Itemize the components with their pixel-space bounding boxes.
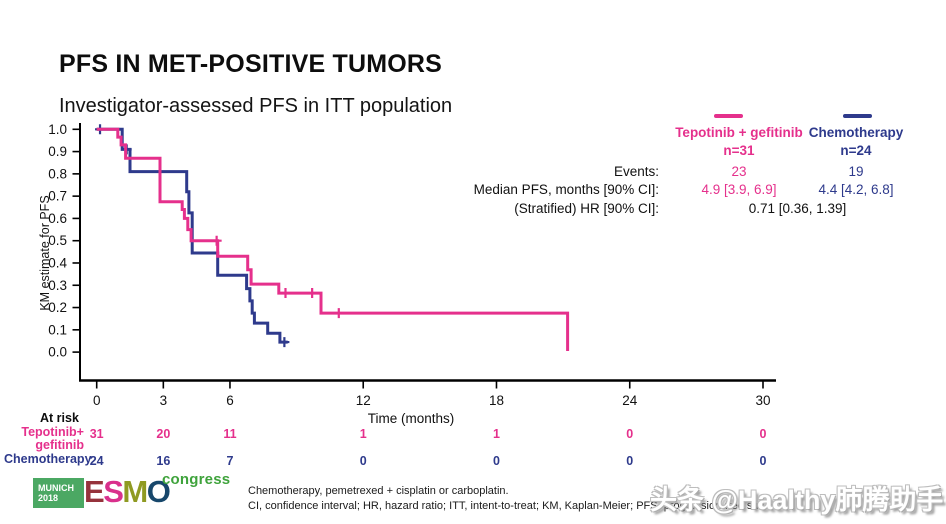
y-tick-label: 0.5	[48, 233, 67, 248]
y-tick-label: 0.6	[48, 211, 67, 226]
events-chemotherapy: 19	[848, 164, 864, 179]
y-tick-label: 0.3	[48, 278, 67, 293]
x-tick-label: 12	[356, 393, 371, 408]
at-risk-value: 7	[226, 454, 234, 468]
y-tick-label: 0.9	[48, 144, 67, 159]
esmo-letter: E	[84, 474, 105, 509]
n-chemotherapy: n=24	[840, 143, 872, 158]
logo-city: MUNICH	[38, 483, 74, 493]
x-axis-label: Time (months)	[367, 411, 455, 426]
at-risk-name-line: Chemotherapy	[4, 452, 92, 466]
median-chemotherapy: 4.4 [4.2, 6.8]	[818, 182, 894, 197]
legend-arm-tepotinib: Tepotinib + gefitinib	[675, 125, 803, 140]
y-tick-label: 0.2	[48, 300, 67, 315]
y-tick-label: 1.0	[48, 122, 67, 137]
at-risk-value: 11	[223, 427, 237, 441]
median-tepotinib: 4.9 [3.9, 6.9]	[701, 182, 777, 197]
censor-mark	[211, 235, 222, 246]
y-tick-label: 0.7	[48, 189, 67, 204]
at-risk-value: 0	[492, 454, 500, 468]
n-tepotinib: n=31	[723, 143, 755, 158]
at-risk-value: 20	[156, 427, 171, 441]
esmo-letter: O	[146, 474, 171, 509]
page-subtitle: Investigator-assessed PFS in ITT populat…	[59, 95, 453, 117]
at-risk-value: 0	[759, 454, 767, 468]
at-risk-value: 0	[359, 454, 367, 468]
x-tick-label: 3	[160, 393, 168, 408]
at-risk-values-row-1: 24 16 7 0 0 0 0	[0, 454, 946, 469]
censor-mark	[307, 288, 318, 299]
km-chart: 0.0 0.1 0.2 0.3 0.4 0.5 0.6 0.7 0.8 0.9 1.0 0 3 6 12 18…	[48, 122, 776, 408]
esmo-letter: M	[122, 474, 148, 509]
y-tick-label: 0.0	[48, 345, 67, 360]
at-risk-row-name-tepotinib: Tepotinib+ gefitinib	[4, 426, 84, 452]
censor-mark	[279, 337, 290, 348]
legend-arm-chemotherapy: Chemotherapy	[808, 125, 904, 140]
at-risk-values-row-0: 31 20 11 1 1 0 0	[0, 427, 946, 442]
legend-swatch-chemotherapy	[843, 114, 872, 118]
row-label-events: Events:	[613, 164, 659, 179]
x-tick-label: 30	[755, 393, 770, 408]
at-risk-name-line: gefitinib	[35, 438, 84, 452]
x-tick-label: 6	[226, 393, 234, 408]
at-risk-value: 0	[626, 454, 634, 468]
y-tick-label: 0.8	[48, 166, 67, 181]
y-tick-label: 0.4	[48, 255, 67, 270]
logo-year: 2018	[38, 493, 59, 503]
at-risk-value: 0	[759, 427, 767, 441]
at-risk-name-line: Tepotinib+	[21, 425, 84, 439]
toutiao-watermark: 头条 @Haalthy肺腾助手	[650, 485, 944, 515]
row-label-median-pfs: Median PFS, months [90% CI]:	[473, 182, 659, 197]
at-risk-value: 16	[156, 454, 171, 468]
x-tick-label: 24	[622, 393, 638, 408]
hr-value: 0.71 [0.36, 1.39]	[748, 201, 847, 216]
esmo-letter: S	[103, 474, 124, 509]
at-risk-value: 31	[89, 427, 104, 441]
esmo-wordmark: ESMO	[84, 472, 171, 512]
at-risk-value: 1	[492, 427, 500, 441]
x-tick-label: 0	[93, 393, 101, 408]
at-risk-value: 0	[626, 427, 634, 441]
at-risk-value: 1	[359, 427, 367, 441]
footnote-line-1: Chemotherapy, pemetrexed + cisplatin or …	[248, 485, 509, 497]
at-risk-heading: At risk	[40, 411, 79, 425]
row-label-hr: (Stratified) HR [90% CI]:	[514, 201, 659, 216]
events-tepotinib: 23	[731, 164, 747, 179]
x-tick-label: 18	[489, 393, 504, 408]
censor-mark	[280, 288, 291, 299]
censor-mark	[333, 308, 344, 319]
footnote-line-2: CI, confidence interval; HR, hazard rati…	[248, 500, 788, 512]
at-risk-value: 24	[89, 454, 104, 468]
munich-2018-badge: MUNICH 2018	[33, 478, 84, 508]
km-curve-chemotherapy	[96, 127, 288, 344]
km-curve-tepotinib-gefitinib	[96, 127, 570, 351]
legend-swatch-tepotinib	[714, 114, 743, 118]
esmo-congress-logo: MUNICH 2018 ESMO congress	[33, 471, 233, 513]
y-tick-label: 0.1	[48, 322, 67, 337]
congress-label: congress	[162, 471, 231, 488]
at-risk-row-name-chemotherapy: Chemotherapy	[4, 452, 92, 466]
page-title: PFS IN MET-POSITIVE TUMORS	[59, 50, 443, 78]
